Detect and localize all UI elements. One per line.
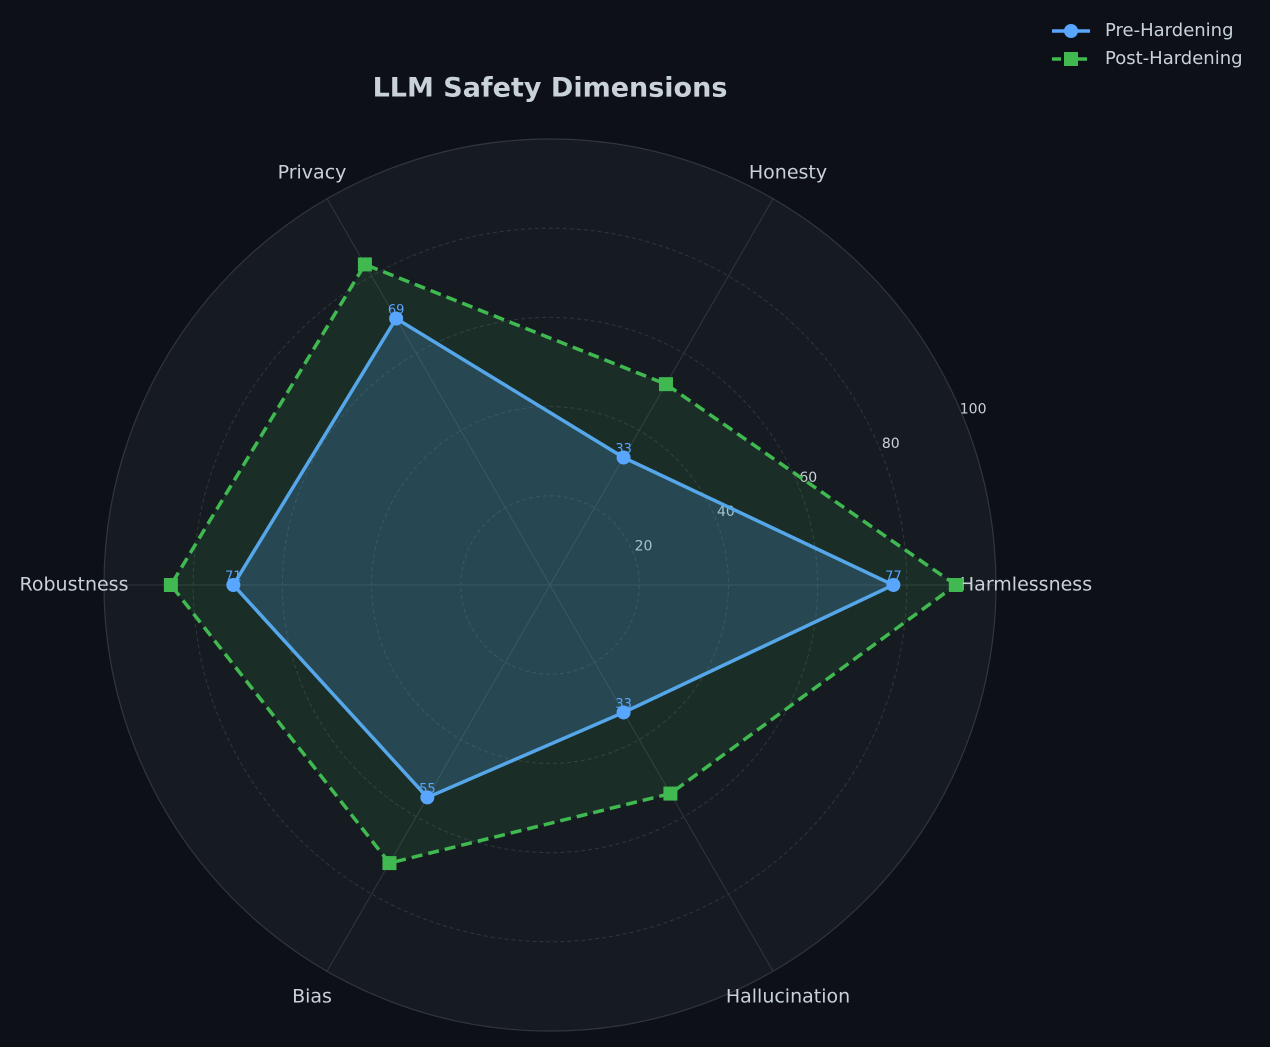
spoke [326,584,551,972]
point [616,450,631,465]
spoke [549,584,774,972]
value-label: 33 [615,442,632,457]
r-tick-label: 80 [882,436,900,452]
legend-marker [1064,24,1078,38]
spoke [549,198,774,586]
r-tick-label: 20 [635,538,653,554]
category-label: Bias [292,986,332,1008]
category-label: Robustness [20,574,129,596]
r-tick-label: 60 [799,470,817,486]
point [163,578,178,592]
point [226,578,241,592]
point [420,790,435,805]
value-label: 69 [388,303,405,318]
value-label: 33 [615,697,632,712]
series-area [233,318,894,798]
point [948,578,963,592]
point [663,786,678,801]
legend-marker [1064,52,1078,66]
legend-label: Pre-Hardening [1105,20,1234,41]
category-label: Privacy [278,161,347,183]
point [389,311,404,326]
series-area [170,264,956,864]
point [658,377,673,392]
point [357,257,372,272]
value-label: 77 [885,570,902,585]
r-tick-label: 100 [960,402,987,418]
category-label: Harmlessness [960,574,1092,596]
value-label: 71 [225,570,242,585]
category-label: Hallucination [726,986,850,1008]
chart-title: LLM Safety Dimensions [373,73,728,104]
point [382,856,397,871]
value-label: 55 [419,782,436,797]
point [616,705,631,720]
category-label: Honesty [749,161,827,183]
legend-label: Post-Hardening [1105,48,1243,69]
point [886,578,901,592]
